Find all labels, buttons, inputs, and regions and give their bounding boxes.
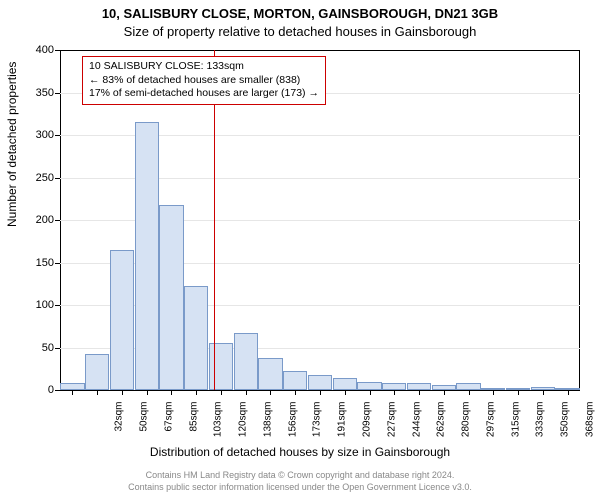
x-tick-label: 173sqm [312, 402, 323, 452]
histogram-bar [456, 383, 480, 390]
histogram-bar [333, 378, 357, 390]
x-tick-mark [419, 390, 420, 395]
x-tick-label: 315sqm [510, 402, 521, 452]
x-tick-label: 103sqm [213, 402, 224, 452]
y-tick-mark [55, 50, 60, 51]
x-tick-mark [246, 390, 247, 395]
x-tick-mark [122, 390, 123, 395]
x-axis-label: Distribution of detached houses by size … [0, 445, 600, 459]
x-tick-mark [370, 390, 371, 395]
y-tick-label: 300 [14, 129, 54, 141]
x-tick-mark [568, 390, 569, 395]
histogram-bar [184, 286, 208, 390]
histogram-bar [110, 250, 134, 390]
annotation-line-1: 10 SALISBURY CLOSE: 133sqm [89, 60, 319, 74]
x-tick-label: 138sqm [262, 402, 273, 452]
x-tick-mark [493, 390, 494, 395]
histogram-bar [135, 122, 159, 390]
x-tick-label: 244sqm [411, 402, 422, 452]
y-tick-mark [55, 305, 60, 306]
x-tick-mark [72, 390, 73, 395]
y-tick-label: 250 [14, 172, 54, 184]
x-tick-mark [270, 390, 271, 395]
x-tick-mark [97, 390, 98, 395]
x-tick-mark [147, 390, 148, 395]
histogram-bar [159, 205, 183, 390]
y-tick-mark [55, 220, 60, 221]
x-tick-label: 280sqm [461, 402, 472, 452]
chart-title-line2: Size of property relative to detached ho… [0, 24, 600, 39]
x-tick-label: 85sqm [188, 402, 199, 452]
histogram-bar [234, 333, 258, 390]
annotation-line-3: 17% of semi-detached houses are larger (… [89, 87, 319, 101]
footer-line-1: Contains HM Land Registry data © Crown c… [0, 470, 600, 480]
histogram-bar [407, 383, 431, 390]
x-tick-label: 227sqm [386, 402, 397, 452]
y-tick-label: 200 [14, 214, 54, 226]
histogram-bar [258, 358, 282, 390]
histogram-bar [308, 375, 332, 390]
x-axis-line-top [60, 50, 580, 51]
y-tick-mark [55, 178, 60, 179]
y-tick-label: 0 [14, 384, 54, 396]
chart-container: 10, SALISBURY CLOSE, MORTON, GAINSBOROUG… [0, 0, 600, 500]
y-tick-mark [55, 135, 60, 136]
x-tick-mark [171, 390, 172, 395]
histogram-bar [209, 343, 233, 390]
chart-title-line1: 10, SALISBURY CLOSE, MORTON, GAINSBOROUG… [0, 6, 600, 21]
histogram-bar [85, 354, 109, 390]
histogram-bar [357, 382, 381, 391]
y-tick-mark [55, 93, 60, 94]
x-tick-mark [543, 390, 544, 395]
y-tick-mark [55, 263, 60, 264]
x-tick-label: 333sqm [535, 402, 546, 452]
x-tick-mark [345, 390, 346, 395]
x-tick-label: 297sqm [485, 402, 496, 452]
footer-line-2: Contains public sector information licen… [0, 482, 600, 492]
annotation-box: 10 SALISBURY CLOSE: 133sqm ← 83% of deta… [82, 56, 326, 105]
y-tick-label: 350 [14, 87, 54, 99]
y-tick-label: 400 [14, 44, 54, 56]
histogram-bar [60, 383, 84, 390]
x-tick-label: 262sqm [436, 402, 447, 452]
y-tick-label: 150 [14, 257, 54, 269]
annotation-line-2: ← 83% of detached houses are smaller (83… [89, 74, 319, 88]
x-tick-mark [196, 390, 197, 395]
x-tick-mark [444, 390, 445, 395]
y-tick-label: 100 [14, 299, 54, 311]
histogram-bar [283, 371, 307, 390]
histogram-bar [382, 383, 406, 390]
x-tick-label: 67sqm [163, 402, 174, 452]
x-tick-label: 368sqm [584, 402, 595, 452]
x-tick-mark [469, 390, 470, 395]
x-tick-label: 350sqm [560, 402, 571, 452]
y-tick-mark [55, 348, 60, 349]
x-tick-label: 156sqm [287, 402, 298, 452]
x-tick-label: 209sqm [362, 402, 373, 452]
x-tick-mark [320, 390, 321, 395]
x-tick-mark [518, 390, 519, 395]
x-tick-label: 120sqm [238, 402, 249, 452]
x-tick-label: 50sqm [139, 402, 150, 452]
y-tick-label: 50 [14, 342, 54, 354]
x-tick-mark [394, 390, 395, 395]
x-tick-mark [295, 390, 296, 395]
x-tick-label: 32sqm [114, 402, 125, 452]
x-tick-label: 191sqm [337, 402, 348, 452]
y-tick-mark [55, 390, 60, 391]
x-tick-mark [221, 390, 222, 395]
